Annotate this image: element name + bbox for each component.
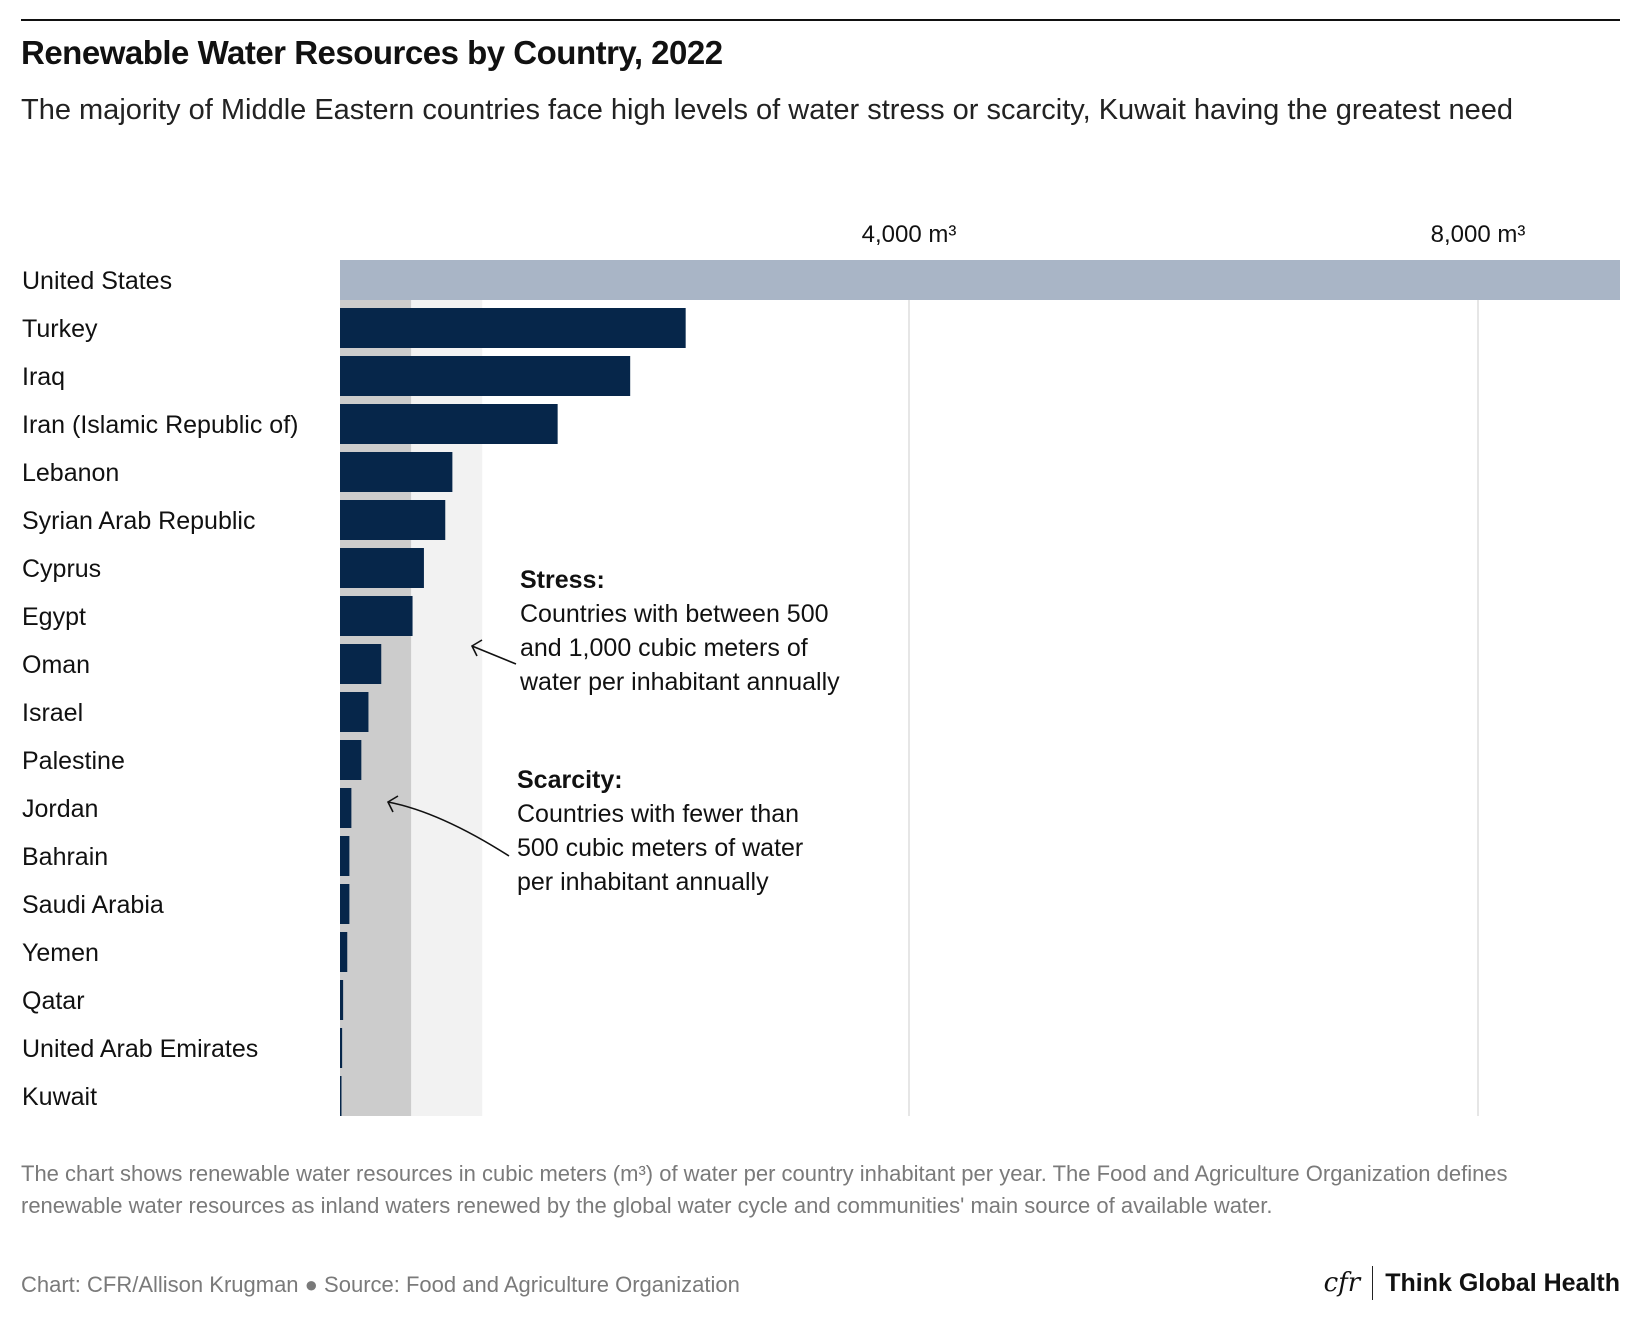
category-label: Israel [22,699,83,727]
category-label: Lebanon [22,459,119,487]
category-label: Palestine [22,747,125,775]
annotation-heading: Stress: [520,566,605,594]
category-label: United States [22,267,172,295]
bar-united-arab-emirates [340,1028,343,1068]
category-label: Kuwait [22,1083,97,1111]
category-label: Iraq [22,363,65,391]
logo: cfr Think Global Health [1324,1266,1620,1300]
bar-turkey [340,308,686,348]
bar-chart: 4,000 m³ 8,000 m³ United States Turkey Iraq I… [22,221,1620,1116]
annotation-arrow [471,645,517,665]
arrowhead-icon [386,795,399,813]
category-label: Cyprus [22,555,101,583]
category-label: Egypt [22,603,86,631]
bar-syrian-arab-republic [340,500,446,540]
category-label: Bahrain [22,843,108,871]
tick-label: 8,000 m³ [1431,221,1526,248]
bar-bahrain [340,836,350,876]
top-rule [21,19,1620,21]
bar-yemen [340,932,348,972]
bar-iraq [340,356,631,396]
bar-qatar [340,980,344,1020]
category-label: Turkey [22,315,98,343]
bar-israel [340,692,369,732]
category-label: Qatar [22,987,85,1015]
bar-united-states [340,260,1620,300]
band-stress [411,260,483,1116]
bar-kuwait [340,1076,342,1116]
bar-jordan [340,788,352,828]
category-label: Yemen [22,939,99,967]
annotation-arrow [387,801,510,857]
annotation-text: water per inhabitant annually [519,668,840,696]
arrowhead-icon [470,639,483,657]
think-global-health-logo: Think Global Health [1385,1268,1620,1297]
bar-saudi-arabia [340,884,350,924]
bar-egypt [340,596,413,636]
category-label: Oman [22,651,90,679]
chart-note: The chart shows renewable water resource… [21,1161,1508,1218]
band-scarcity [340,260,412,1116]
logo-divider [1372,1266,1374,1300]
bar-iran-islamic-republic-of- [340,404,558,444]
cfr-logo: cfr [1323,1268,1361,1298]
category-label: Saudi Arabia [22,891,164,919]
chart-credit: Chart: CFR/Allison Krugman ● Source: Foo… [21,1272,740,1297]
bar-cyprus [340,548,424,588]
bar-oman [340,644,382,684]
category-label: Iran (Islamic Republic of) [22,411,298,439]
annotation-text: 500 cubic meters of water [517,834,803,862]
chart-title: Renewable Water Resources by Country, 20… [21,34,723,71]
annotation-text: Countries with between 500 [520,600,829,628]
category-label: Jordan [22,795,98,823]
tick-label: 4,000 m³ [862,221,957,248]
bar-palestine [340,740,362,780]
category-label: United Arab Emirates [22,1035,258,1063]
annotation-text: Countries with fewer than [517,800,799,828]
annotation-heading: Scarcity: [517,766,623,794]
annotation-text: and 1,000 cubic meters of [520,634,808,662]
chart-subtitle: The majority of Middle Eastern countries… [21,94,1514,126]
category-label: Syrian Arab Republic [22,507,255,535]
annotation-text: per inhabitant annually [517,868,769,896]
bar-lebanon [340,452,453,492]
